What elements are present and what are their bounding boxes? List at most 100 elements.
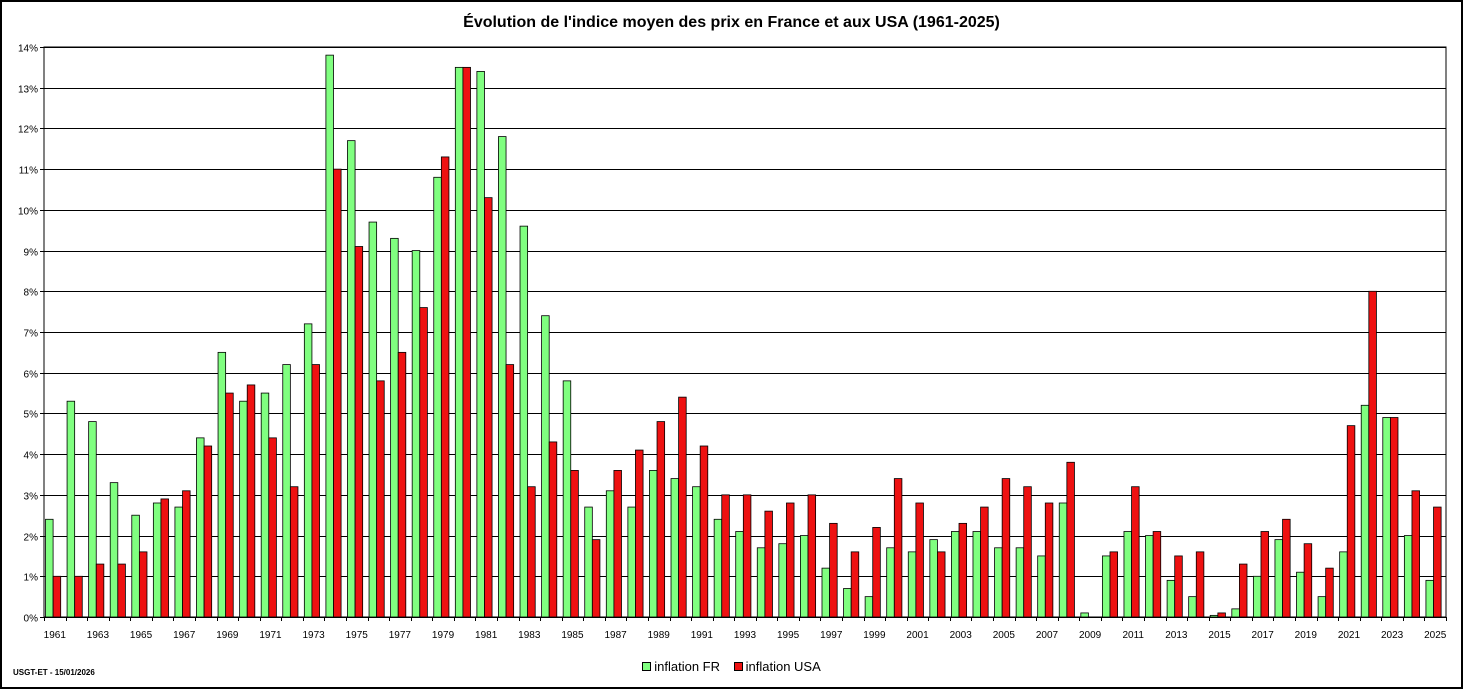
- bar-fr-1967: [174, 506, 183, 618]
- x-tick-label: 1999: [863, 630, 886, 641]
- bar-usa-1982: [505, 364, 515, 618]
- bar-usa-1973: [311, 364, 320, 618]
- bar-usa-2022: [1368, 290, 1377, 618]
- x-tick-label: 1961: [44, 630, 67, 641]
- bar-usa-1967: [182, 490, 191, 618]
- bar-usa-1997: [829, 522, 838, 618]
- bar-fr-1978: [411, 250, 421, 618]
- bar-fr-2022: [1360, 404, 1370, 618]
- y-tick-label: 8%: [24, 288, 39, 299]
- bar-usa-1974: [333, 168, 342, 618]
- x-tick-label: 2011: [1122, 630, 1144, 641]
- bar-fr-1981: [476, 71, 485, 618]
- axes: 0% 1% 2% 3% 4% 5% 6% 7% 8% 9% 10% 11% 12% 13% 14% 1961 1…: [18, 44, 1447, 641]
- y-tick-label: 2%: [24, 533, 39, 544]
- bar-fr-1988: [627, 506, 636, 618]
- bar-usa-2011: [1131, 486, 1140, 618]
- legend-item-usa: inflation USA: [733, 659, 821, 674]
- legend: inflation FR inflation USA: [0, 659, 1463, 674]
- y-tick-label: 12%: [18, 125, 38, 136]
- bar-fr-1972: [282, 364, 291, 618]
- y-tick-label: 9%: [24, 248, 39, 259]
- x-tick-label: 1989: [648, 630, 671, 641]
- bar-usa-1992: [721, 494, 730, 618]
- x-tick-label: 2025: [1424, 630, 1447, 641]
- bar-fr-2004: [972, 531, 981, 618]
- bar-usa-2017: [1260, 531, 1269, 618]
- x-tick-label: 1985: [561, 630, 584, 641]
- bar-fr-1975: [347, 140, 356, 618]
- x-tick-label: 1993: [734, 630, 757, 641]
- bar-fr-2009: [1080, 612, 1089, 618]
- bar-usa-2014: [1195, 551, 1205, 618]
- bar-usa-1978: [419, 307, 428, 618]
- bar-fr-2005: [994, 547, 1003, 618]
- bar-fr-2002: [929, 539, 938, 618]
- bar-usa-2004: [980, 506, 989, 618]
- bars: [45, 54, 1442, 618]
- bar-usa-1977: [397, 351, 407, 618]
- bar-fr-1998: [843, 588, 852, 618]
- bar-fr-2014: [1188, 596, 1197, 618]
- x-tick-label: 1971: [259, 630, 282, 641]
- bar-usa-1985: [570, 470, 579, 618]
- bar-fr-1974: [325, 54, 334, 618]
- bar-usa-1983: [527, 486, 536, 618]
- bar-usa-1964: [117, 563, 126, 618]
- bar-usa-1984: [548, 441, 558, 618]
- bar-usa-2019: [1303, 543, 1313, 618]
- y-tick-label: 3%: [24, 492, 39, 503]
- bar-usa-1996: [807, 494, 817, 618]
- bar-usa-2005: [1001, 478, 1011, 618]
- bar-usa-2023: [1389, 417, 1399, 618]
- bar-usa-1991: [699, 445, 709, 618]
- bar-usa-1988: [635, 449, 644, 618]
- bar-fr-1980: [454, 66, 464, 618]
- y-tick-label: 0%: [24, 614, 39, 625]
- bar-fr-2019: [1296, 571, 1305, 618]
- legend-item-fr: inflation FR: [642, 659, 720, 674]
- bar-usa-2001: [915, 502, 924, 618]
- bar-fr-1995: [778, 543, 787, 618]
- x-tick-label: 2021: [1338, 630, 1361, 641]
- bar-fr-1963: [88, 421, 97, 618]
- bar-fr-1985: [562, 380, 572, 618]
- bar-fr-2008: [1058, 502, 1068, 618]
- bar-fr-1982: [498, 136, 507, 618]
- bar-usa-2007: [1044, 502, 1054, 618]
- bar-fr-2025: [1425, 579, 1434, 618]
- bar-usa-1990: [678, 396, 687, 618]
- bar-fr-1976: [368, 221, 378, 618]
- bar-usa-1971: [268, 437, 277, 618]
- x-tick-label: 2003: [950, 630, 973, 641]
- bar-usa-1968: [203, 445, 213, 618]
- x-tick-label: 1983: [518, 630, 541, 641]
- y-tick-label: 13%: [18, 85, 38, 96]
- bar-usa-2012: [1152, 531, 1162, 618]
- bar-usa-1975: [354, 246, 364, 618]
- bar-usa-2025: [1433, 506, 1442, 618]
- bar-usa-2008: [1066, 461, 1075, 618]
- x-tick-label: 2015: [1208, 630, 1231, 641]
- bar-usa-1999: [872, 527, 881, 618]
- y-tick-label: 10%: [18, 207, 38, 218]
- bar-fr-2001: [907, 551, 917, 618]
- bar-usa-1993: [742, 494, 752, 618]
- bar-fr-1964: [109, 482, 119, 618]
- bar-fr-1965: [131, 514, 140, 618]
- x-tick-label: 2023: [1381, 630, 1404, 641]
- bar-fr-1983: [519, 225, 529, 618]
- y-tick-label: 7%: [24, 329, 39, 340]
- bar-usa-2000: [893, 478, 903, 618]
- bar-fr-2020: [1317, 596, 1327, 618]
- x-tick-label: 1967: [173, 630, 196, 641]
- bar-usa-1962: [74, 575, 83, 618]
- bar-usa-1972: [289, 486, 299, 618]
- x-tick-label: 1979: [432, 630, 455, 641]
- x-tick-label: 2007: [1036, 630, 1059, 641]
- footer-note: USGT-ET - 15/01/2026: [13, 668, 95, 677]
- x-tick-label: 1963: [87, 630, 110, 641]
- bar-fr-2023: [1382, 417, 1391, 618]
- bar-usa-2016: [1239, 563, 1248, 618]
